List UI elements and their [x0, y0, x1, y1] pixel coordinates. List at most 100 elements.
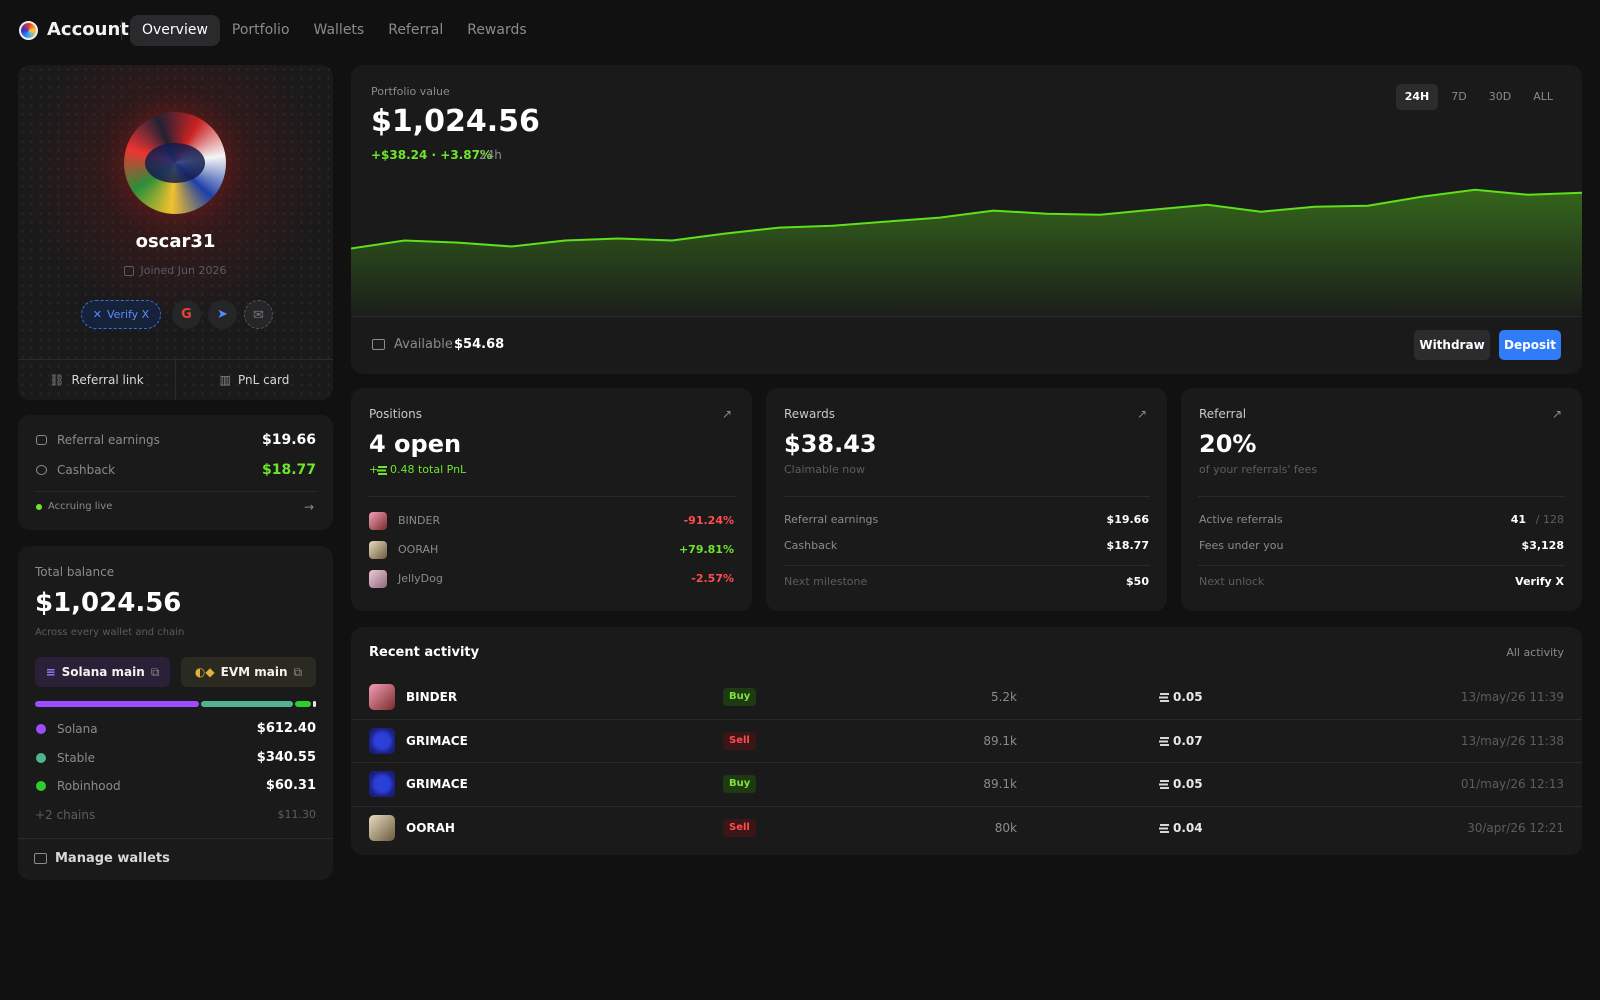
deposit-button[interactable]: Deposit [1499, 330, 1561, 360]
profile-action[interactable]: ▥ PnL card [176, 360, 333, 400]
token-icon [369, 814, 395, 841]
range-button[interactable]: 7D [1451, 90, 1467, 103]
allocation-segment [312, 701, 316, 707]
sol-amount: 0.07 [1173, 733, 1203, 748]
solana-icon-bar [1160, 823, 1169, 826]
range-button[interactable]: ALL [1533, 90, 1553, 103]
telegram-button[interactable]: ➤ [208, 300, 237, 329]
card-link-icon: ↗ [1551, 407, 1562, 421]
wallet-button[interactable]: ◐◆ EVM main ⧉ [181, 657, 316, 687]
metric-label: Fees under you [1199, 539, 1284, 552]
divider [351, 718, 1582, 720]
portfolio-value: $1,024.56 [371, 104, 540, 139]
solana-icon-bar [1160, 780, 1169, 782]
balance-card: Total balance $1,024.56 Across every walle… [18, 546, 333, 880]
nav-tab[interactable]: Referral [388, 22, 444, 38]
position-pnl: +79.81% [678, 543, 734, 556]
token-icon [369, 771, 395, 797]
solana-icon-bar [1160, 693, 1169, 695]
chain-value: $60.31 [265, 778, 316, 793]
metric-extra: / 128 [1535, 513, 1564, 526]
portfolio-chart [351, 188, 1582, 316]
portfolio-line [351, 188, 1582, 250]
metric-label: Active referrals [1199, 513, 1283, 526]
footer-value: Verify X [1515, 575, 1564, 588]
portfolio-period: 24h [479, 148, 502, 162]
avatar-center [145, 143, 205, 183]
wallet-icon: ◐◆ [194, 665, 215, 679]
trade-time: 13/may/26 11:38 [1460, 733, 1564, 748]
sol-amount: 0.05 [1173, 690, 1203, 704]
solana-icon [1159, 780, 1169, 789]
all-activity-link[interactable]: All activity [1506, 646, 1564, 659]
google-button[interactable]: G [172, 300, 201, 329]
action-label: PnL card [237, 373, 290, 387]
range-button[interactable]: 30D [1488, 90, 1512, 103]
available-value: $54.68 [454, 337, 505, 352]
metric-label: Referral earnings [784, 513, 879, 526]
wallet-button[interactable]: ≡ Solana main ⧉ [35, 657, 170, 687]
solana-icon [1159, 736, 1169, 746]
nav-tab[interactable]: Rewards [467, 22, 527, 38]
footer-label: Next milestone [784, 575, 868, 588]
trade-time: 01/may/26 12:13 [1460, 777, 1564, 791]
position-name: JellyDog [398, 572, 443, 585]
token-icon [369, 570, 387, 588]
card-sub: 0.48 total PnL [390, 463, 467, 476]
position-name: OORAH [398, 543, 439, 556]
balance-sub: Across every wallet and chain [35, 627, 185, 638]
solana-icon-bar [1159, 696, 1168, 699]
solana-icon-bar [1160, 700, 1169, 702]
wallet-label: Solana main [61, 665, 145, 679]
chain-icon [36, 781, 46, 791]
card-title: Positions [369, 407, 422, 421]
token-amount: 89.1k [983, 777, 1017, 791]
side-badge: Buy [723, 775, 757, 793]
divider [368, 496, 735, 497]
wallet-icon [34, 853, 47, 864]
nav-tab[interactable]: Portfolio [231, 22, 290, 38]
manage-wallets[interactable]: Manage wallets [55, 851, 170, 866]
card-link-icon: ↗ [1136, 407, 1147, 421]
earning-value: $19.66 [261, 432, 316, 448]
trade-time: 30/apr/26 12:21 [1467, 820, 1564, 835]
nav-tab[interactable]: Wallets [313, 22, 365, 38]
pnl-sign: + [369, 463, 379, 476]
token-name: BINDER [406, 690, 458, 704]
token-name: OORAH [406, 820, 455, 835]
token-icon [369, 684, 395, 710]
copy-icon: ⧉ [293, 665, 303, 679]
balance-value: $1,024.56 [35, 588, 182, 618]
balance-label: Total balance [35, 565, 115, 579]
earning-label: Cashback [57, 463, 116, 477]
nav-tab[interactable]: Overview [130, 15, 220, 46]
card-link-icon: ↗ [721, 407, 732, 421]
profile-action[interactable]: ⛓ Referral link [18, 360, 175, 400]
divider [783, 565, 1150, 566]
chain-value: $612.40 [256, 721, 316, 736]
portfolio-area [351, 189, 1582, 316]
email-button[interactable]: ✉ [244, 300, 273, 329]
metric-value: $3,128 [1521, 539, 1564, 552]
withdraw-button[interactable]: Withdraw [1414, 330, 1490, 360]
calendar-icon [124, 266, 134, 276]
row-icon [36, 465, 47, 475]
range-button[interactable]: 24H [1395, 84, 1439, 110]
metric-value: $19.66 [1106, 513, 1149, 526]
metric-label: Cashback [784, 539, 838, 552]
summary-card: Rewards ↗ $38.43 Claimable now Referral earn… [766, 388, 1167, 611]
verify-x-button[interactable]: ✕ Verify X [81, 300, 161, 329]
divider [18, 838, 333, 839]
chain-value: $11.30 [277, 807, 317, 821]
action-separator [175, 359, 176, 400]
solana-icon-bar [1160, 787, 1169, 789]
solana-icon-bar [1160, 736, 1169, 739]
token-icon [369, 727, 395, 754]
metric-value: 41 [1510, 513, 1526, 526]
footer-value: $50 [1126, 575, 1149, 588]
username: oscar31 [135, 231, 216, 252]
chain-label: Solana [57, 722, 98, 736]
solana-icon [1159, 823, 1169, 833]
side-badge: Sell [723, 818, 756, 837]
